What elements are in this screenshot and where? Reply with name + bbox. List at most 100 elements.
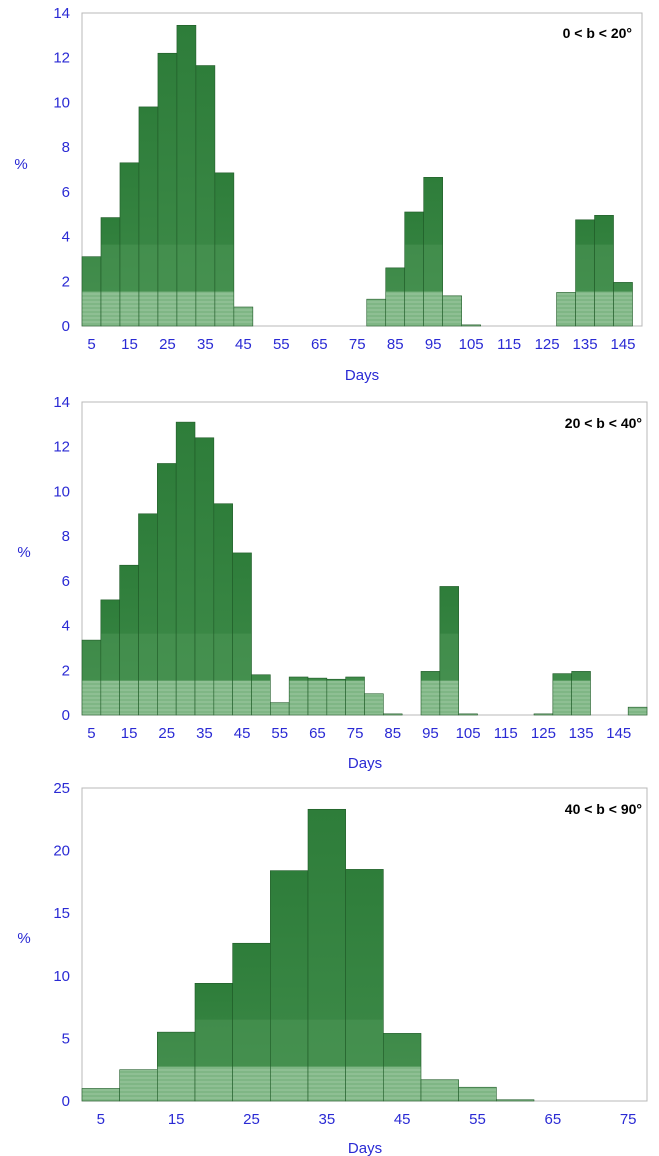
bar <box>364 693 384 716</box>
x-tick-label: 65 <box>309 725 326 742</box>
bar <box>594 215 614 327</box>
y-tick-label: 25 <box>53 780 70 797</box>
bar <box>194 983 233 1102</box>
y-tick-label: 10 <box>53 94 70 111</box>
y-tick-label: 8 <box>62 528 70 545</box>
bar <box>420 671 441 716</box>
x-tick-label: 55 <box>273 336 290 353</box>
bar <box>442 295 462 327</box>
panel-high-latitude: 0 5 10 15 20 25 5 15 25 35 45 55 65 75 % Days 40 < b… <box>17 780 648 1156</box>
x-tick-label: 135 <box>569 725 594 742</box>
bar <box>307 808 346 1102</box>
y-tick-label: 14 <box>53 5 70 22</box>
bar <box>175 421 196 716</box>
x-tick-labels: 5 15 25 35 45 55 65 75 <box>97 1111 637 1128</box>
bar <box>383 1033 422 1102</box>
bar <box>552 673 572 716</box>
x-tick-label: 105 <box>456 725 481 742</box>
bar <box>270 702 290 716</box>
x-tick-label: 25 <box>243 1111 260 1128</box>
bar <box>404 211 424 327</box>
x-tick-label: 115 <box>494 725 518 742</box>
x-tick-label: 15 <box>168 1111 185 1128</box>
y-tick-labels: 0 2 4 6 8 10 12 14 <box>53 394 70 724</box>
bar <box>326 678 346 716</box>
x-axis-label: Days <box>348 1140 382 1156</box>
bar <box>195 65 216 327</box>
x-tick-label: 35 <box>318 1111 335 1128</box>
y-tick-label: 15 <box>53 905 70 922</box>
bar <box>100 217 121 327</box>
bar <box>385 267 406 327</box>
bar <box>214 172 235 327</box>
x-tick-label: 95 <box>422 725 439 742</box>
bar <box>251 674 271 716</box>
y-tick-labels: 0 5 10 15 20 25 <box>53 780 70 1110</box>
x-tick-label: 145 <box>606 725 631 742</box>
x-axis-label: Days <box>345 367 379 384</box>
x-axis-label: Days <box>348 755 382 772</box>
latitude-annotation: 20 < b < 40° <box>565 415 642 431</box>
x-tick-label: 85 <box>384 725 401 742</box>
latitude-annotation: 0 < b < 20° <box>563 25 632 41</box>
bar <box>157 1031 196 1102</box>
x-tick-label: 5 <box>87 725 95 742</box>
bar <box>138 513 158 716</box>
x-tick-label: 45 <box>394 1111 411 1128</box>
y-axis-label: % <box>17 544 30 561</box>
bar <box>458 713 478 716</box>
bar <box>213 503 233 716</box>
bar <box>119 162 140 327</box>
x-tick-label: 15 <box>121 725 138 742</box>
bar <box>100 599 120 716</box>
bar <box>345 869 384 1102</box>
bar <box>288 676 309 716</box>
bar <box>157 52 178 327</box>
bar <box>194 437 215 716</box>
x-tick-label: 125 <box>531 725 556 742</box>
x-tick-label: 5 <box>87 336 95 353</box>
bar-group <box>81 421 648 716</box>
y-tick-label: 2 <box>62 273 70 290</box>
bar <box>575 219 595 327</box>
bar <box>119 1069 158 1102</box>
bar <box>423 177 443 327</box>
bar <box>81 1088 120 1102</box>
bar <box>366 298 387 327</box>
bar <box>533 713 554 716</box>
bar <box>458 1086 497 1102</box>
latitude-annotation: 40 < b < 90° <box>565 801 642 817</box>
y-tick-label: 10 <box>53 483 70 500</box>
bar <box>439 586 459 716</box>
x-tick-label: 135 <box>573 336 598 353</box>
bar <box>233 306 254 327</box>
y-tick-label: 2 <box>62 662 70 679</box>
y-tick-label: 6 <box>62 184 70 201</box>
bar <box>461 324 481 327</box>
y-axis-label: % <box>17 930 30 947</box>
x-tick-label: 75 <box>620 1111 637 1128</box>
x-tick-label: 45 <box>235 336 252 353</box>
bar <box>138 106 159 327</box>
x-tick-label: 145 <box>611 336 636 353</box>
x-tick-label: 55 <box>271 725 288 742</box>
bar <box>627 706 648 716</box>
y-tick-label: 0 <box>62 707 70 724</box>
bar <box>345 676 365 716</box>
bar-group <box>81 24 633 327</box>
bar <box>307 677 328 716</box>
panel-mid-latitude: 0 2 4 6 8 10 12 14 5 15 25 35 45 55 65 75 85 95 105 115 125… <box>17 394 648 772</box>
x-tick-label: 5 <box>97 1111 105 1128</box>
x-tick-label: 65 <box>311 336 328 353</box>
bar <box>81 639 102 716</box>
bar <box>81 256 102 327</box>
y-tick-label: 8 <box>62 139 70 156</box>
y-tick-label: 20 <box>53 843 70 860</box>
y-tick-label: 10 <box>53 968 70 985</box>
y-tick-label: 6 <box>62 573 70 590</box>
bar <box>383 713 403 716</box>
y-tick-label: 0 <box>62 1093 70 1110</box>
bar <box>556 292 576 327</box>
x-tick-label: 65 <box>544 1111 561 1128</box>
